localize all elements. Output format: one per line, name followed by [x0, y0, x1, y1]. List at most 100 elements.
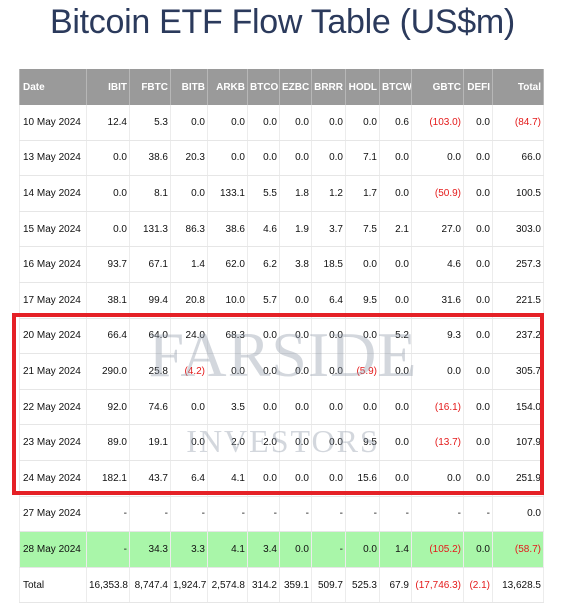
- flow-cell-bitb: 0.0: [170, 105, 208, 141]
- flow-cell-gbtc: -: [411, 496, 464, 533]
- flow-cell-ibit: -: [86, 531, 130, 568]
- flow-cell-defi: 0.0: [463, 105, 493, 141]
- flow-cell-brrr: 0.0: [311, 460, 346, 497]
- flow-cell-gbtc: 0.0: [411, 140, 464, 177]
- flow-cell-btcw: 0.0: [379, 140, 412, 177]
- column-header-ibit: IBIT: [86, 69, 130, 105]
- total-cell-total: 13,628.5: [492, 566, 544, 603]
- flow-cell-fbtc: 64.0: [129, 318, 171, 355]
- flow-cell-defi: 0.0: [463, 282, 493, 319]
- column-header-brrr: BRRR: [311, 69, 346, 105]
- flow-cell-ibit: 66.4: [86, 318, 130, 355]
- flow-cell-defi: 0.0: [463, 460, 493, 497]
- flow-cell-btcw: 0.0: [379, 389, 412, 426]
- flow-cell-ezbc: -: [279, 496, 312, 533]
- flow-cell-ezbc: 0.0: [279, 140, 312, 177]
- flow-cell-btcw: 2.1: [379, 211, 412, 248]
- flow-cell-arkb: 0.0: [207, 105, 248, 141]
- flow-cell-ezbc: 0.0: [279, 389, 312, 426]
- flow-cell-ibit: 182.1: [86, 460, 130, 497]
- etf-flow-table: Date IBIT FBTC BITB ARKB BTCO EZBC BRRR HODL BTCW…: [19, 69, 544, 603]
- flow-cell-fbtc: 25.8: [129, 353, 171, 390]
- flow-cell-hodl: 0.0: [345, 318, 380, 355]
- flow-cell-brrr: 0.0: [311, 105, 346, 141]
- flow-cell-defi: 0.0: [463, 389, 493, 426]
- flow-cell-total: 221.5: [492, 282, 544, 319]
- table-row: 24 May 2024 182.1 43.7 6.4 4.1 0.0 0.0 0.0 15.6 0…: [19, 460, 544, 497]
- flow-cell-brrr: -: [311, 531, 346, 568]
- flow-cell-ibit: 38.1: [86, 282, 130, 319]
- flow-cell-ezbc: 1.8: [279, 175, 312, 212]
- flow-cell-hodl: -: [345, 496, 380, 533]
- total-cell-hodl: 525.3: [345, 566, 380, 603]
- flow-cell-gbtc: 4.6: [411, 246, 464, 283]
- flow-cell-ezbc: 1.9: [279, 211, 312, 248]
- flow-cell-defi: 0.0: [463, 531, 493, 568]
- flow-cell-total: (84.7): [492, 105, 544, 141]
- flow-cell-hodl: 1.7: [345, 175, 380, 212]
- flow-cell-bitb: 6.4: [170, 460, 208, 497]
- date-cell: 16 May 2024: [19, 246, 87, 283]
- flow-cell-btcw: -: [379, 496, 412, 533]
- column-header-fbtc: FBTC: [129, 69, 171, 105]
- column-header-gbtc: GBTC: [411, 69, 464, 105]
- flow-cell-fbtc: 8.1: [129, 175, 171, 212]
- column-header-arkb: ARKB: [207, 69, 248, 105]
- flow-cell-gbtc: (103.0): [411, 105, 464, 141]
- date-cell: 21 May 2024: [19, 353, 87, 390]
- flow-cell-fbtc: 67.1: [129, 246, 171, 283]
- flow-cell-btco: 5.7: [247, 282, 280, 319]
- flow-cell-defi: 0.0: [463, 318, 493, 355]
- flow-cell-ezbc: 0.0: [279, 105, 312, 141]
- column-header-btcw: BTCW: [379, 69, 412, 105]
- flow-cell-hodl: 9.5: [345, 424, 380, 461]
- flow-cell-ibit: 0.0: [86, 175, 130, 212]
- flow-cell-total: 154.0: [492, 389, 544, 426]
- flow-cell-fbtc: 34.3: [129, 531, 171, 568]
- total-cell-btcw: 67.9: [379, 566, 412, 603]
- flow-cell-gbtc: 9.3: [411, 318, 464, 355]
- flow-cell-arkb: 4.1: [207, 460, 248, 497]
- flow-cell-btco: 3.4: [247, 531, 280, 568]
- flow-cell-gbtc: (50.9): [411, 175, 464, 212]
- table-row: 17 May 2024 38.1 99.4 20.8 10.0 5.7 0.0 6.4 9.5 0…: [19, 282, 544, 319]
- flow-cell-ibit: 92.0: [86, 389, 130, 426]
- flow-cell-brrr: 3.7: [311, 211, 346, 248]
- flow-cell-ezbc: 0.0: [279, 282, 312, 319]
- flow-cell-gbtc: 0.0: [411, 460, 464, 497]
- date-cell: 15 May 2024: [19, 211, 87, 248]
- flow-cell-ezbc: 0.0: [279, 353, 312, 390]
- flow-cell-bitb: 0.0: [170, 389, 208, 426]
- flow-cell-bitb: 1.4: [170, 246, 208, 283]
- header-row: Date IBIT FBTC BITB ARKB BTCO EZBC BRRR HODL BTCW…: [19, 69, 544, 105]
- flow-cell-ibit: 12.4: [86, 105, 130, 141]
- flow-cell-defi: 0.0: [463, 140, 493, 177]
- total-cell-gbtc: (17,746.3): [411, 566, 464, 603]
- flow-cell-total: 251.9: [492, 460, 544, 497]
- flow-cell-hodl: 0.0: [345, 246, 380, 283]
- flow-cell-ibit: 93.7: [86, 246, 130, 283]
- flow-cell-fbtc: 5.3: [129, 105, 171, 141]
- flow-cell-hodl: 0.0: [345, 389, 380, 426]
- flow-cell-bitb: 0.0: [170, 424, 208, 461]
- table-row: 21 May 2024 290.0 25.8 (4.2) 0.0 0.0 0.0 0.0 (5.…: [19, 353, 544, 390]
- date-cell: 17 May 2024: [19, 282, 87, 319]
- table-row: 16 May 2024 93.7 67.1 1.4 62.0 6.2 3.8 18.5 0.0 0…: [19, 246, 544, 283]
- flow-cell-fbtc: 99.4: [129, 282, 171, 319]
- flow-cell-arkb: 0.0: [207, 140, 248, 177]
- flow-cell-brrr: 0.0: [311, 318, 346, 355]
- flow-cell-fbtc: 19.1: [129, 424, 171, 461]
- flow-cell-btco: 0.0: [247, 353, 280, 390]
- flow-cell-ibit: 89.0: [86, 424, 130, 461]
- flow-cell-btco: 0.0: [247, 389, 280, 426]
- flow-cell-btcw: 0.6: [379, 105, 412, 141]
- flow-cell-btcw: 1.4: [379, 531, 412, 568]
- flow-cell-gbtc: 0.0: [411, 353, 464, 390]
- flow-cell-total: 66.0: [492, 140, 544, 177]
- column-header-bitb: BITB: [170, 69, 208, 105]
- flow-cell-arkb: 4.1: [207, 531, 248, 568]
- table-body: 10 May 2024 12.4 5.3 0.0 0.0 0.0 0.0 0.0 0.0 0.6(…: [19, 105, 544, 603]
- date-cell: 13 May 2024: [19, 140, 87, 177]
- flow-cell-hodl: 0.0: [345, 531, 380, 568]
- flow-cell-ibit: 290.0: [86, 353, 130, 390]
